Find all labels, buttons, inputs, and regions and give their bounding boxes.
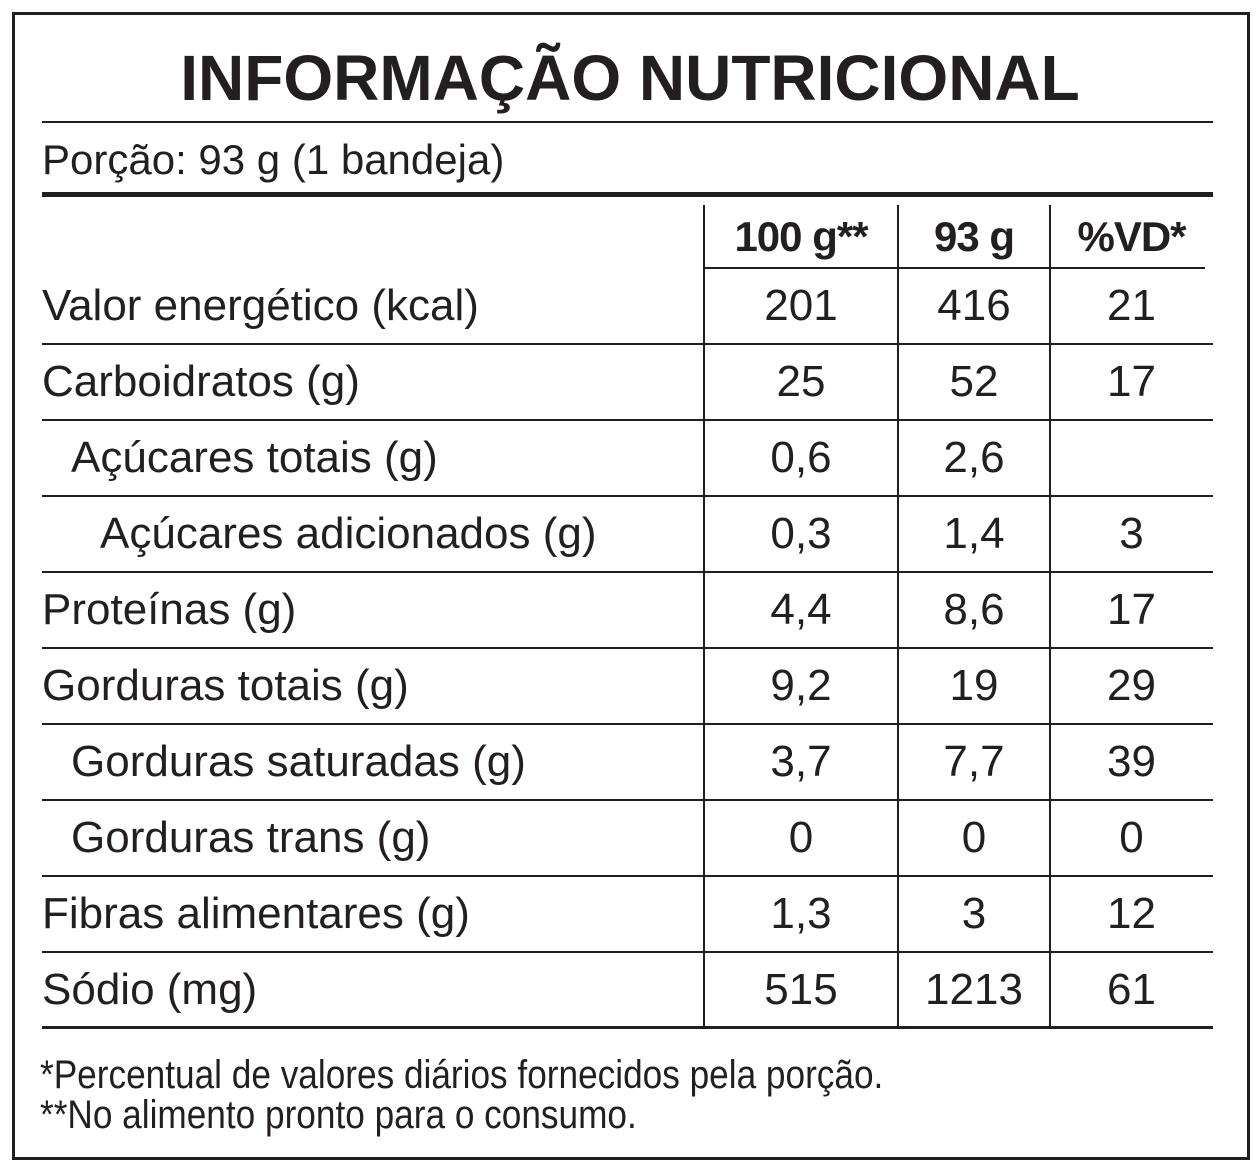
row-label: Fibras alimentares (g) [42,889,470,938]
column-rule [1049,205,1051,1028]
footnote: **No alimento pronto para o consumo. [40,1093,637,1137]
row-divider [42,343,1213,345]
row-divider [42,875,1213,877]
cell-value: 201 [764,281,838,330]
cell-value: 1,3 [770,889,832,938]
cell-value: 12 [1107,889,1156,938]
row-label: Gorduras saturadas (g) [71,737,526,786]
cell-value: 19 [949,661,999,710]
column-header: 100 g** [734,213,868,260]
row-divider [42,419,1213,421]
row-label: Gorduras totais (g) [42,661,409,710]
column-header: 93 g [933,213,1015,260]
row-label: Valor energético (kcal) [42,281,479,330]
cell-value: 0 [961,813,987,862]
row-divider [42,571,1213,573]
row-divider [42,799,1213,801]
cell-value: 3,7 [770,737,832,786]
cell-value: 29 [1107,661,1156,710]
cell-value: 0 [1119,813,1144,862]
cell-value: 39 [1107,737,1156,786]
row-label: Gorduras trans (g) [71,813,431,862]
column-rule [703,205,705,1028]
column-rule [897,205,899,1028]
column-header: %VD* [1077,213,1186,260]
row-divider [42,495,1213,497]
row-divider [42,951,1213,953]
cell-value: 25 [776,357,826,406]
frame [12,12,1250,1160]
cell-value: 3 [1119,509,1144,558]
cell-value: 17 [1107,357,1156,406]
row-label: Proteínas (g) [42,585,297,634]
row-divider [42,647,1213,649]
cell-value: 0,3 [770,509,832,558]
row-label: Açúcares adicionados (g) [100,509,597,558]
cell-value: 3 [961,889,987,938]
portion: Porção: 93 g (1 bandeja) [42,136,505,183]
cell-value: 8,6 [943,585,1005,634]
cell-value: 0 [788,813,814,862]
cell-value: 17 [1107,585,1156,634]
cell-value: 1213 [925,965,1023,1014]
cell-value: 1,4 [943,509,1005,558]
row-divider [42,1026,1213,1029]
cell-value: 21 [1107,281,1156,330]
row-divider [42,723,1213,725]
cell-value: 61 [1107,965,1156,1014]
title: INFORMAÇÃO NUTRICIONAL [180,42,1080,114]
divider [704,267,1205,269]
cell-value: 0,6 [770,433,832,482]
cell-value: 515 [764,965,838,1014]
cell-value: 416 [937,281,1011,330]
divider [42,192,1213,197]
row-label: Carboidratos (g) [42,357,360,406]
footnote: *Percentual de valores diários fornecido… [40,1053,884,1097]
cell-value: 52 [949,357,999,406]
cell-value: 4,4 [770,585,832,634]
cell-value: 7,7 [943,737,1005,786]
cell-value: 9,2 [770,661,832,710]
divider [42,121,1213,123]
row-label: Açúcares totais (g) [71,433,438,482]
cell-value: 2,6 [943,433,1005,482]
row-label: Sódio (mg) [42,965,258,1014]
